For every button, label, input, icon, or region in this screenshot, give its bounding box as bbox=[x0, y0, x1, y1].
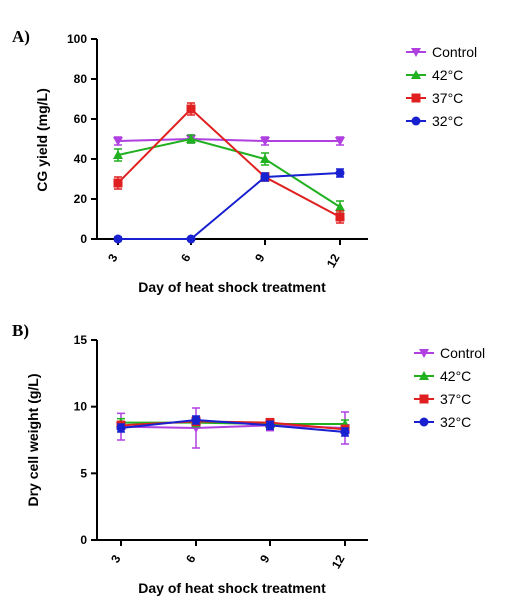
x-tick-label: 9 bbox=[252, 251, 268, 264]
data-point bbox=[260, 154, 270, 163]
data-point bbox=[116, 423, 126, 433]
x-tick-label: 3 bbox=[105, 251, 121, 264]
legend-item: Control bbox=[414, 345, 485, 361]
y-tick-label: 5 bbox=[80, 466, 87, 480]
legend: Control 42°C 37°C 32°C bbox=[406, 44, 477, 129]
x-tick-label: 9 bbox=[257, 552, 273, 565]
legend-marker bbox=[411, 93, 421, 103]
data-point bbox=[113, 137, 123, 146]
legend-marker bbox=[419, 371, 429, 380]
legend-marker bbox=[419, 417, 429, 427]
legend-marker bbox=[419, 349, 429, 358]
data-point bbox=[113, 150, 123, 159]
legend-marker bbox=[411, 70, 421, 79]
legend-item: 42°C bbox=[414, 368, 471, 384]
series-37°C bbox=[113, 102, 345, 224]
data-point bbox=[335, 202, 345, 211]
y-tick-label: 100 bbox=[67, 32, 87, 46]
legend-item: 37°C bbox=[414, 391, 471, 407]
legend-item: 32°C bbox=[406, 113, 463, 129]
x-tick-label: 3 bbox=[108, 552, 124, 565]
legend-item: 42°C bbox=[406, 67, 463, 83]
chart-panel-2: B) 0 5 10 15 3 6 9 12 Dry cell weight (g/L) Day of… bbox=[12, 321, 485, 596]
y-tick-label: 20 bbox=[74, 192, 88, 206]
data-point bbox=[186, 134, 196, 143]
y-tick-label: 40 bbox=[74, 152, 88, 166]
x-axis-title: Day of heat shock treatment bbox=[138, 279, 326, 295]
y-tick-label: 60 bbox=[74, 112, 88, 126]
x-tick-label: 12 bbox=[324, 251, 343, 270]
x-axis-title: Day of heat shock treatment bbox=[138, 580, 326, 596]
data-point bbox=[335, 137, 345, 146]
legend-label: Control bbox=[432, 44, 477, 60]
panel-label: A) bbox=[12, 27, 30, 46]
data-point bbox=[335, 168, 345, 178]
legend-label: 37°C bbox=[440, 391, 471, 407]
series-Control bbox=[116, 407, 350, 449]
legend-label: 42°C bbox=[440, 368, 471, 384]
legend-label: 37°C bbox=[432, 90, 463, 106]
y-tick-label: 0 bbox=[80, 533, 87, 547]
legend-marker bbox=[411, 48, 421, 57]
x-tick-label: 6 bbox=[183, 552, 199, 565]
y-tick-label: 80 bbox=[74, 72, 88, 86]
legend: Control 42°C 37°C 32°C bbox=[414, 345, 485, 430]
legend-item: 32°C bbox=[414, 414, 471, 430]
legend-label: 32°C bbox=[440, 414, 471, 430]
y-tick-label: 0 bbox=[80, 232, 87, 246]
data-point bbox=[113, 178, 123, 188]
data-point bbox=[340, 427, 350, 437]
legend-marker bbox=[419, 394, 429, 404]
y-tick-label: 15 bbox=[74, 333, 88, 347]
x-tick-label: 12 bbox=[329, 552, 348, 571]
legend-label: 32°C bbox=[432, 113, 463, 129]
panel-label: B) bbox=[12, 321, 29, 340]
data-point bbox=[265, 420, 275, 430]
series-line bbox=[117, 137, 340, 142]
series-32°C bbox=[113, 168, 345, 244]
data-point bbox=[191, 415, 201, 425]
legend-label: 42°C bbox=[432, 67, 463, 83]
data-point bbox=[113, 234, 123, 244]
legend-label: Control bbox=[440, 345, 485, 361]
series-32°C bbox=[116, 415, 350, 437]
series-line bbox=[118, 172, 341, 240]
data-point bbox=[335, 212, 345, 222]
legend-item: Control bbox=[406, 44, 477, 60]
y-axis-title: Dry cell weight (g/L) bbox=[25, 373, 41, 506]
series-line bbox=[117, 107, 341, 218]
data-point bbox=[260, 172, 270, 182]
data-point bbox=[260, 137, 270, 146]
legend-marker bbox=[411, 116, 421, 126]
y-axis-title: CG yield (mg/L) bbox=[34, 88, 50, 191]
data-point bbox=[186, 234, 196, 244]
data-point bbox=[186, 104, 196, 114]
series-line bbox=[120, 418, 346, 433]
legend-item: 37°C bbox=[406, 90, 463, 106]
y-tick-label: 10 bbox=[74, 400, 88, 414]
x-tick-label: 6 bbox=[178, 251, 194, 264]
chart-panel-1: A) 0 20 40 60 80 100 3 6 9 12 CG yield (mg/L) Day of… bbox=[12, 27, 477, 295]
